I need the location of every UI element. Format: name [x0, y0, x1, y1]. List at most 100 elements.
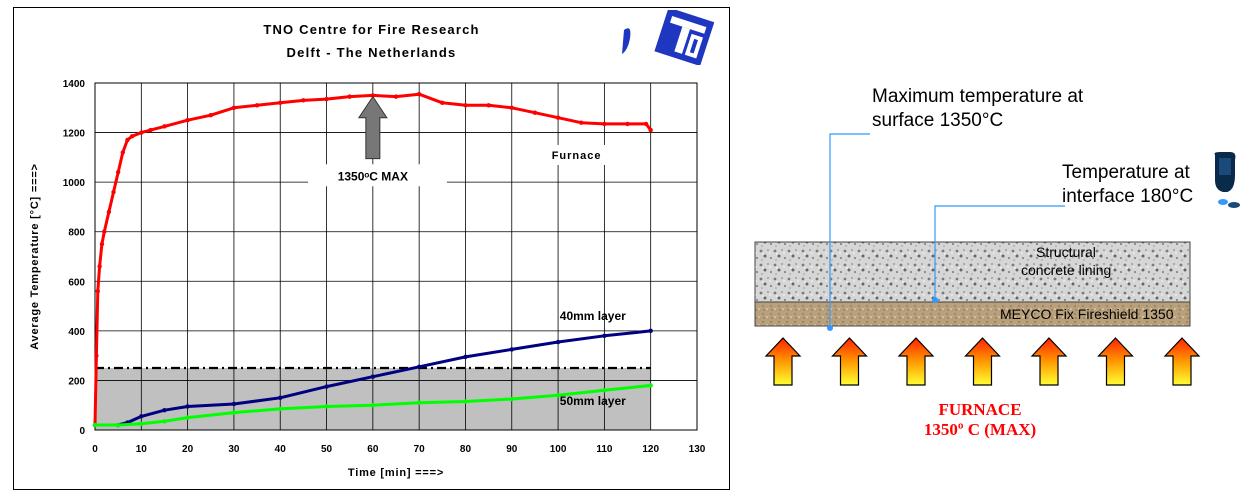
- data-point: [393, 94, 399, 99]
- y-axis-label: Average Temperature [°C] ===>: [29, 163, 41, 350]
- x-tick-label: 40: [275, 444, 287, 455]
- data-point: [94, 353, 99, 358]
- data-point: [301, 98, 306, 103]
- data-point: [602, 388, 607, 393]
- data-point: [185, 117, 190, 123]
- x-tick-label: 120: [642, 444, 659, 455]
- sensor-icon: [1214, 152, 1240, 208]
- heat-arrow-icon: [831, 337, 868, 386]
- data-point: [139, 130, 144, 135]
- heat-arrow-icon: [1163, 337, 1201, 386]
- y-tick-label: 200: [68, 376, 85, 387]
- data-point: [532, 110, 538, 115]
- data-point: [463, 399, 468, 404]
- data-point: [185, 415, 190, 420]
- data-point: [111, 189, 116, 195]
- data-point: [463, 354, 468, 360]
- data-point: [139, 414, 144, 419]
- data-point: [115, 170, 121, 175]
- data-point: [95, 289, 100, 294]
- data-point: [231, 410, 237, 415]
- x-tick-label: 60: [367, 444, 379, 455]
- y-tick-label: 1400: [63, 79, 86, 90]
- interface-label-line2: interface 180°C: [1062, 186, 1194, 207]
- y-tick-label: 1000: [63, 178, 86, 189]
- data-point: [370, 93, 376, 98]
- data-point: [648, 328, 653, 334]
- tno-logo: [610, 7, 720, 67]
- data-point: [92, 422, 98, 428]
- data-point: [555, 339, 561, 345]
- max-label-bg: [308, 164, 447, 187]
- data-point: [120, 150, 125, 155]
- concrete-label-line2: concrete lining: [1021, 262, 1112, 278]
- diagram-graphic: [754, 133, 1240, 386]
- data-point: [602, 121, 607, 127]
- max-label: 1350ᵒC MAX: [338, 169, 408, 183]
- data-point: [416, 364, 422, 369]
- temperature-chart: 0 10 20 30 40 50 60 70 80 90 100 110 120 130 0 200 400 60…: [29, 79, 706, 479]
- data-point: [416, 91, 422, 97]
- data-point: [148, 127, 153, 133]
- data-point: [208, 113, 213, 118]
- x-tick-label: 10: [136, 444, 148, 455]
- y-tick-label: 1200: [63, 129, 86, 140]
- chart-title: TNO Centre for Fire Research: [263, 22, 480, 37]
- data-point: [97, 264, 102, 269]
- furnace-label: Furnace: [552, 150, 602, 162]
- data-point: [555, 393, 561, 398]
- data-point: [579, 120, 584, 125]
- data-point: [115, 422, 121, 428]
- data-point: [162, 124, 167, 129]
- x-tick-label: 90: [506, 444, 518, 455]
- interface-label-line1: Temperature at: [1062, 162, 1190, 183]
- data-point: [509, 347, 514, 352]
- data-point: [648, 383, 653, 388]
- x-tick-label: 110: [596, 444, 613, 455]
- x-tick-label: 70: [414, 444, 426, 455]
- x-tick-label: 100: [550, 444, 567, 455]
- data-point: [162, 407, 167, 413]
- data-point: [254, 103, 260, 108]
- data-point: [648, 127, 653, 133]
- x-tick-label: 30: [228, 444, 240, 455]
- data-point: [231, 105, 237, 110]
- data-point: [509, 396, 514, 402]
- data-point: [486, 103, 491, 108]
- fire-protection-diagram: Maximum temperature at surface 1350°C Te…: [745, 80, 1250, 480]
- data-point: [324, 384, 329, 389]
- chart-subtitle: Delft - The Netherlands: [286, 45, 457, 60]
- data-point: [125, 137, 130, 143]
- plot-border: [94, 82, 698, 431]
- data-point: [278, 100, 283, 106]
- x-tick-label: 0: [92, 444, 98, 455]
- data-point: [324, 96, 329, 102]
- data-point: [602, 333, 607, 339]
- heat-arrow-icon: [1097, 337, 1134, 386]
- heat-arrows: [764, 337, 1201, 386]
- data-point: [370, 374, 376, 379]
- data-point: [106, 209, 112, 215]
- data-point: [347, 94, 352, 99]
- heat-arrow-icon: [1030, 337, 1068, 386]
- layer50-label: 50mm layer: [560, 394, 626, 408]
- y-tick-label: 400: [68, 327, 85, 338]
- data-point: [625, 121, 630, 127]
- data-point: [463, 103, 468, 108]
- furnace-label-bg: [530, 144, 623, 165]
- data-point: [416, 400, 422, 405]
- data-point: [324, 404, 329, 409]
- max-temp-label-line1: Maximum temperature at: [872, 86, 1084, 107]
- y-tick-label: 0: [79, 426, 85, 437]
- data-point: [555, 115, 561, 120]
- x-tick-label: 50: [321, 444, 333, 455]
- data-point: [370, 403, 376, 408]
- data-point: [643, 121, 649, 127]
- data-point: [278, 406, 283, 412]
- y-tick-label: 600: [68, 277, 85, 288]
- data-point: [139, 421, 144, 427]
- data-point: [440, 100, 445, 106]
- heat-arrow-icon: [764, 337, 802, 386]
- data-point: [231, 401, 237, 407]
- furnace-label-line1: FURNACE: [938, 400, 1022, 419]
